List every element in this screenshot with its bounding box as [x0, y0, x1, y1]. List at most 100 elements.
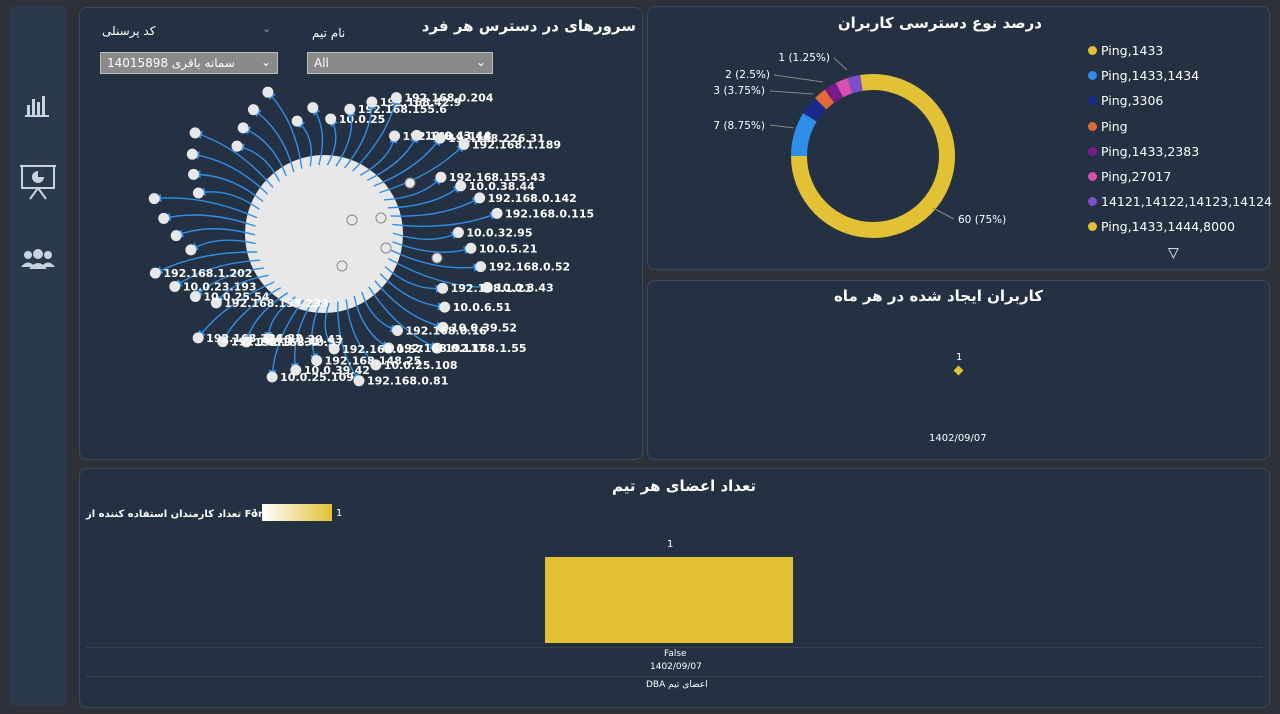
node-label: 10.0.38.44 [469, 180, 535, 193]
network-node[interactable] [434, 132, 446, 144]
network-node[interactable] [474, 192, 486, 204]
network-node[interactable] [188, 168, 200, 180]
network-node[interactable] [237, 122, 249, 134]
network-node[interactable] [291, 115, 303, 127]
network-node[interactable] [465, 242, 477, 254]
personnel-dropdown-value: سمانه باقری 14015898 [107, 56, 235, 70]
donut-slice[interactable] [791, 113, 817, 157]
bar-chart-icon[interactable] [18, 86, 58, 126]
data-point[interactable] [953, 365, 964, 376]
node-label: 10.0.39.42 [304, 364, 370, 377]
network-node[interactable] [390, 92, 402, 104]
sidebar [9, 6, 67, 706]
legend-dot-icon [1088, 96, 1097, 106]
network-node[interactable] [411, 129, 423, 141]
network-node[interactable] [353, 375, 365, 387]
legend-item[interactable]: Ping,27017 [1088, 169, 1171, 184]
network-node[interactable] [336, 260, 348, 272]
network-node[interactable] [170, 230, 182, 242]
donut-slice[interactable] [860, 74, 874, 91]
scroll-down-icon[interactable]: ▽ [1168, 245, 1179, 261]
legend-item[interactable]: Ping,1433,2383 [1088, 144, 1199, 159]
legend-item[interactable]: Ping,1433 [1088, 43, 1163, 58]
chevron-down-icon: ⌄ [475, 55, 486, 69]
network-node[interactable] [404, 177, 416, 189]
legend-item[interactable]: Ping,1433,1444,8000 [1088, 219, 1235, 234]
node-label: 192.168.1.21 [451, 282, 532, 295]
network-node[interactable] [148, 193, 160, 205]
network-node[interactable] [452, 227, 464, 239]
network-node[interactable] [169, 281, 181, 293]
network-node[interactable] [262, 86, 274, 98]
network-node[interactable] [455, 180, 467, 192]
node-label: 192.168.40.57 [254, 336, 343, 349]
network-node[interactable] [149, 267, 161, 279]
personnel-dropdown[interactable]: سمانه باقری 14015898 ⌄ [100, 52, 278, 74]
legend-label: 14121,14122,14123,14124 [1101, 194, 1272, 210]
network-graph[interactable]: 10.0.25192.168.155.6192.168.42.9192.168.… [80, 8, 640, 457]
legend-item[interactable]: Ping,1433,1434 [1088, 68, 1199, 83]
network-node[interactable] [189, 127, 201, 139]
network-node[interactable] [439, 301, 451, 313]
legend-label: Ping,1433,2383 [1101, 143, 1200, 159]
network-node[interactable] [210, 297, 222, 309]
network-node[interactable] [435, 171, 447, 183]
team-icon[interactable] [18, 239, 58, 279]
network-node[interactable] [325, 113, 337, 125]
donut-slice[interactable] [847, 75, 863, 94]
network-node[interactable] [240, 336, 252, 348]
network-node[interactable] [389, 130, 401, 142]
network-node[interactable] [266, 371, 278, 383]
bar[interactable] [545, 557, 793, 643]
network-node[interactable] [431, 252, 443, 264]
node-label: 10.0.25.109 [280, 371, 354, 384]
network-node[interactable] [192, 187, 204, 199]
network-node[interactable] [391, 324, 403, 336]
slice-label: 7 (8.75%) [713, 120, 765, 132]
network-node[interactable] [344, 103, 356, 115]
network-node[interactable] [437, 282, 449, 294]
legend-item[interactable]: Ping [1088, 119, 1128, 134]
network-node[interactable] [290, 364, 302, 376]
donut-slice[interactable] [791, 74, 955, 238]
network-node[interactable] [186, 148, 198, 160]
network-node[interactable] [481, 281, 493, 293]
legend-dot-icon [1088, 146, 1097, 156]
network-node[interactable] [158, 212, 170, 224]
network-node[interactable] [431, 342, 443, 354]
central-node[interactable] [245, 155, 403, 313]
network-edge [154, 251, 258, 274]
team-dropdown[interactable]: All ⌄ [307, 52, 493, 74]
network-node[interactable] [311, 355, 323, 367]
network-node[interactable] [247, 104, 259, 116]
x-axis-label: False [664, 649, 687, 659]
gradient-legend-min: 1 [252, 508, 259, 519]
presentation-icon[interactable] [18, 161, 58, 201]
network-node[interactable] [380, 242, 392, 254]
network-node[interactable] [437, 321, 449, 333]
network-node[interactable] [366, 96, 378, 108]
network-node[interactable] [375, 212, 387, 224]
bar-value-label: 1 [667, 539, 674, 550]
donut-slice[interactable] [835, 78, 853, 98]
network-node[interactable] [346, 214, 358, 226]
donut-slice[interactable] [824, 82, 844, 103]
donut-slice[interactable] [815, 89, 835, 110]
network-node[interactable] [262, 333, 274, 345]
legend-item[interactable]: 14121,14122,14123,14124 [1088, 194, 1272, 209]
network-node[interactable] [370, 359, 382, 371]
network-node[interactable] [192, 332, 204, 344]
legend-item[interactable]: Ping,3306 [1088, 93, 1163, 108]
network-node[interactable] [491, 207, 503, 219]
network-node[interactable] [307, 102, 319, 114]
donut-slice[interactable] [803, 98, 827, 122]
network-node[interactable] [458, 138, 470, 150]
network-node[interactable] [475, 261, 487, 273]
network-node[interactable] [185, 244, 197, 256]
network-node[interactable] [217, 336, 229, 348]
donut-chart[interactable]: 60 (75%) 7 (8.75%) 3 (3.75%) 2 (2.5%) 1 (1.2… [648, 7, 1068, 267]
network-node[interactable] [189, 290, 201, 302]
network-node[interactable] [383, 342, 395, 354]
network-node[interactable] [231, 140, 243, 152]
network-node[interactable] [328, 343, 340, 355]
